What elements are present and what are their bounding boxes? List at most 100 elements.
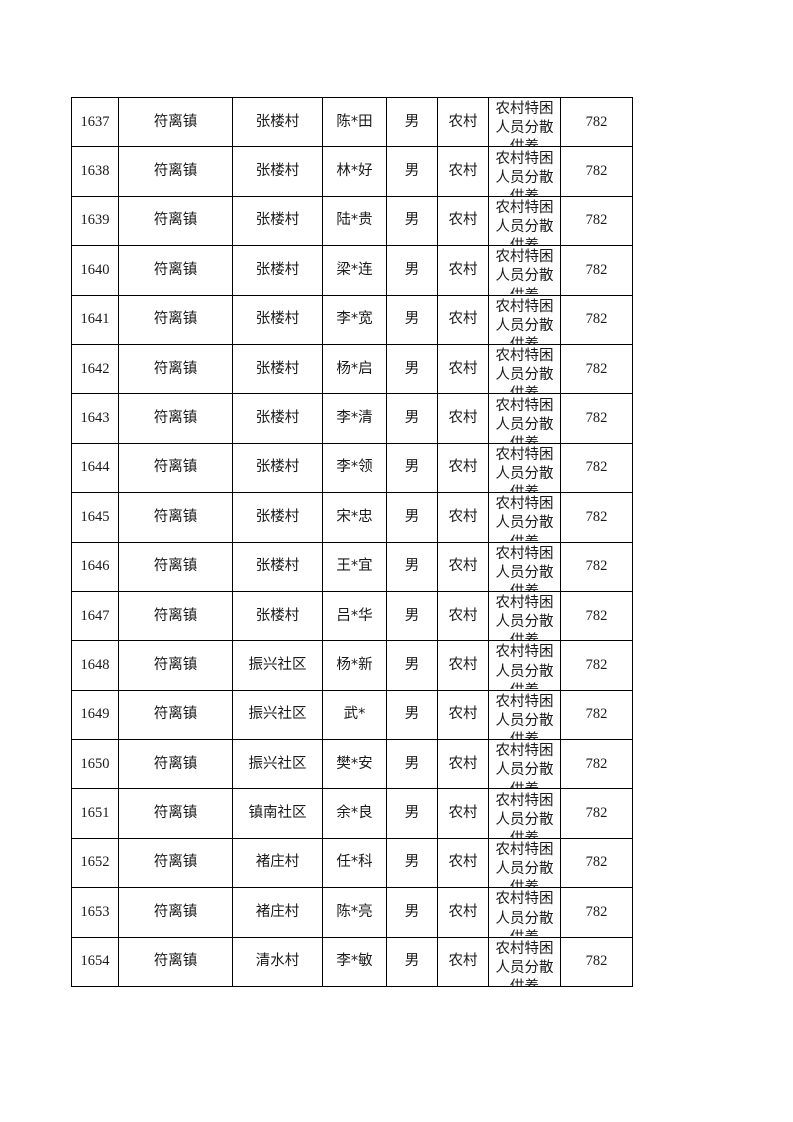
cell-assistance-category: 农村特困人员分散供养: [488, 788, 561, 839]
cell-assistance-category: 农村特困人员分散供养: [488, 294, 561, 345]
cell-gender: 男: [386, 96, 438, 148]
cell-household-type: 农村: [437, 195, 489, 247]
cell-household-type: 农村: [437, 788, 489, 839]
assistance-category-text: 农村特困人员分散供养: [495, 891, 554, 936]
cell-village: 张楼村: [232, 146, 323, 197]
cell-amount: 782: [560, 936, 633, 988]
cell-person-name: 李*敏: [322, 936, 387, 988]
cell-town: 符离镇: [118, 590, 233, 642]
cell-assistance-category: 农村特困人员分散供养: [488, 343, 561, 395]
cell-town: 符离镇: [118, 936, 233, 988]
cell-town: 符离镇: [118, 294, 233, 345]
cell-person-name: 王*宜: [322, 541, 387, 592]
cell-household-type: 农村: [437, 541, 489, 592]
cell-person-name: 任*科: [322, 837, 387, 889]
cell-gender: 男: [386, 936, 438, 988]
cell-assistance-category: 农村特困人员分散供养: [488, 195, 561, 247]
cell-town: 符离镇: [118, 887, 233, 938]
assistance-category-text: 农村特困人员分散供养: [495, 842, 554, 887]
assistance-category-text: 农村特困人员分散供养: [495, 693, 554, 739]
cell-person-name: 李*清: [322, 393, 387, 444]
cell-town: 符离镇: [118, 689, 233, 741]
assistance-category-text: 农村特困人员分散供养: [495, 199, 554, 245]
cell-amount: 782: [560, 492, 633, 543]
cell-amount: 782: [560, 689, 633, 741]
cell-amount: 782: [560, 393, 633, 444]
cell-assistance-category: 农村特困人员分散供养: [488, 887, 561, 938]
cell-amount: 782: [560, 146, 633, 197]
cell-sequence-number: 1651: [71, 788, 119, 839]
cell-sequence-number: 1638: [71, 146, 119, 197]
cell-person-name: 陈*亮: [322, 887, 387, 938]
cell-person-name: 李*领: [322, 442, 387, 494]
cell-village: 振兴社区: [232, 640, 323, 691]
cell-assistance-category: 农村特困人员分散供养: [488, 689, 561, 741]
cell-village: 褚庄村: [232, 887, 323, 938]
assistance-category-text: 农村特困人员分散供养: [495, 496, 554, 541]
cell-gender: 男: [386, 393, 438, 444]
cell-assistance-category: 农村特困人员分散供养: [488, 837, 561, 889]
roster-table: 1637符离镇张楼村陈*田男农村农村特困人员分散供养7821638符离镇张楼村林…: [71, 96, 633, 988]
cell-amount: 782: [560, 245, 633, 296]
cell-assistance-category: 农村特困人员分散供养: [488, 739, 561, 790]
cell-gender: 男: [386, 837, 438, 889]
cell-sequence-number: 1646: [71, 541, 119, 592]
cell-person-name: 李*宽: [322, 294, 387, 345]
cell-person-name: 林*好: [322, 146, 387, 197]
cell-village: 张楼村: [232, 195, 323, 247]
cell-amount: 782: [560, 887, 633, 938]
cell-town: 符离镇: [118, 195, 233, 247]
cell-gender: 男: [386, 195, 438, 247]
cell-town: 符离镇: [118, 640, 233, 691]
cell-town: 符离镇: [118, 96, 233, 148]
cell-village: 张楼村: [232, 590, 323, 642]
cell-assistance-category: 农村特困人员分散供养: [488, 96, 561, 148]
cell-town: 符离镇: [118, 146, 233, 197]
cell-gender: 男: [386, 541, 438, 592]
cell-household-type: 农村: [437, 590, 489, 642]
cell-amount: 782: [560, 343, 633, 395]
assistance-category-text: 农村特困人员分散供养: [495, 298, 554, 344]
cell-assistance-category: 农村特困人员分散供养: [488, 590, 561, 642]
cell-person-name: 余*良: [322, 788, 387, 839]
cell-sequence-number: 1637: [71, 96, 119, 148]
cell-village: 张楼村: [232, 541, 323, 592]
cell-village: 张楼村: [232, 96, 323, 148]
cell-assistance-category: 农村特困人员分散供养: [488, 146, 561, 197]
roster-table-container: 1637符离镇张楼村陈*田男农村农村特困人员分散供养7821638符离镇张楼村林…: [71, 96, 633, 988]
cell-household-type: 农村: [437, 442, 489, 494]
assistance-category-text: 农村特困人员分散供养: [495, 792, 554, 838]
cell-village: 振兴社区: [232, 689, 323, 741]
cell-household-type: 农村: [437, 837, 489, 889]
cell-village: 振兴社区: [232, 739, 323, 790]
assistance-category-text: 农村特困人员分散供养: [495, 397, 554, 443]
cell-household-type: 农村: [437, 640, 489, 691]
cell-village: 张楼村: [232, 442, 323, 494]
cell-household-type: 农村: [437, 343, 489, 395]
cell-sequence-number: 1654: [71, 936, 119, 988]
cell-town: 符离镇: [118, 245, 233, 296]
cell-gender: 男: [386, 887, 438, 938]
cell-gender: 男: [386, 492, 438, 543]
cell-household-type: 农村: [437, 887, 489, 938]
cell-assistance-category: 农村特困人员分散供养: [488, 442, 561, 494]
cell-sequence-number: 1650: [71, 739, 119, 790]
cell-amount: 782: [560, 739, 633, 790]
cell-gender: 男: [386, 294, 438, 345]
cell-town: 符离镇: [118, 837, 233, 889]
cell-town: 符离镇: [118, 343, 233, 395]
assistance-category-text: 农村特困人员分散供养: [495, 249, 554, 294]
cell-sequence-number: 1652: [71, 837, 119, 889]
assistance-category-text: 农村特困人员分散供养: [495, 940, 554, 986]
